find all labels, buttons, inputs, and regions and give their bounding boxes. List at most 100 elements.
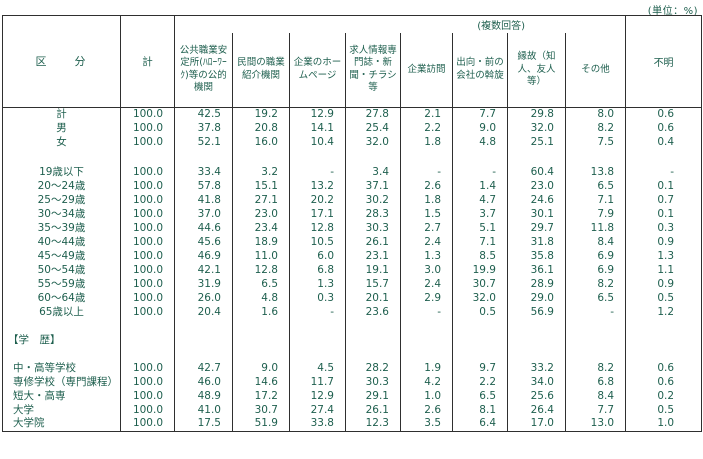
cell: 23.0 bbox=[507, 179, 566, 193]
cell: 12.8 bbox=[232, 263, 290, 277]
row-label: 短大・高専 bbox=[2, 389, 121, 403]
cell: 36.1 bbox=[507, 263, 566, 277]
col-header-unknown: 不明 bbox=[625, 15, 702, 108]
spacer-cell bbox=[564, 319, 626, 333]
col-header-secondment-referral: 出向・前の会社の斡旋 bbox=[452, 33, 508, 108]
cell: 29.1 bbox=[345, 389, 401, 403]
section-header-row: 【学 歴】 bbox=[2, 333, 702, 347]
cell: 0.6 bbox=[625, 121, 702, 135]
row-label: 大学 bbox=[2, 403, 121, 417]
cell: 4.8 bbox=[232, 291, 290, 305]
cell: 4.8 bbox=[452, 135, 508, 149]
cell: 1.3 bbox=[625, 249, 702, 263]
cell: 3.7 bbox=[452, 207, 508, 221]
empty-cell bbox=[232, 333, 290, 347]
spacer-cell bbox=[345, 347, 401, 361]
cell: 100.0 bbox=[120, 277, 175, 291]
col-header-personal-connections: 縁故（知人、友人等） bbox=[507, 33, 566, 108]
cell: 33.4 bbox=[174, 165, 233, 179]
spacer-cell bbox=[345, 319, 401, 333]
row-label: 40〜44歳 bbox=[2, 235, 121, 249]
cell: 1.0 bbox=[625, 417, 702, 431]
cell: 32.0 bbox=[345, 135, 401, 149]
cell: 20.8 bbox=[232, 121, 290, 135]
cell: 18.9 bbox=[232, 235, 290, 249]
cell: 11.7 bbox=[289, 375, 346, 389]
table-row: 女 100.0 52.1 16.0 10.4 32.0 1.8 4.8 25.1 7.5 0.4 bbox=[2, 135, 702, 149]
empty-cell bbox=[174, 333, 233, 347]
cell: - bbox=[400, 305, 453, 319]
cell: 28.3 bbox=[345, 207, 401, 221]
cell: 100.0 bbox=[120, 263, 175, 277]
cell: 8.5 bbox=[452, 249, 508, 263]
cell: 30.7 bbox=[452, 277, 508, 291]
spacer-cell bbox=[507, 347, 566, 361]
cell: 100.0 bbox=[120, 221, 175, 235]
cell: 7.7 bbox=[564, 403, 626, 417]
header-band-row: 区 分 計 (複数回答) 不明 bbox=[2, 15, 702, 108]
empty-cell bbox=[120, 333, 175, 347]
spacer-cell bbox=[2, 149, 121, 165]
cell: 35.8 bbox=[507, 249, 566, 263]
cell: 0.4 bbox=[625, 135, 702, 149]
cell: 37.0 bbox=[174, 207, 233, 221]
cell: 29.0 bbox=[507, 291, 566, 305]
row-label: 女 bbox=[2, 135, 121, 149]
cell: 1.6 bbox=[232, 305, 290, 319]
cell: - bbox=[289, 165, 346, 179]
cell: 0.5 bbox=[452, 305, 508, 319]
cell: 2.6 bbox=[400, 179, 453, 193]
spacer-cell bbox=[174, 319, 233, 333]
table-row: 計 100.0 42.5 19.2 12.9 27.8 2.1 7.7 29.8 8.0 0.6 bbox=[2, 107, 702, 121]
cell: 0.1 bbox=[625, 207, 702, 221]
cell: 31.9 bbox=[174, 277, 233, 291]
cell: 20.2 bbox=[289, 193, 346, 207]
cell: 0.7 bbox=[625, 193, 702, 207]
spacer-cell bbox=[625, 347, 702, 361]
cell: 6.8 bbox=[564, 375, 626, 389]
cell: 30.7 bbox=[232, 403, 290, 417]
cell: 12.9 bbox=[289, 107, 346, 121]
cell: 2.9 bbox=[400, 291, 453, 305]
table-body: 計 100.0 42.5 19.2 12.9 27.8 2.1 7.7 29.8 8.0 0.6 男 1… bbox=[2, 107, 702, 431]
cell: 26.0 bbox=[174, 291, 233, 305]
header-method-row: 公共職業安定所(ﾊﾛｰﾜｰｸ)等の公的機関 民間の職業紹介機関 企業のホームペー… bbox=[3, 33, 702, 108]
table-row: 25〜29歳 100.0 41.8 27.1 20.2 30.2 1.8 4.7 24.6 7.1… bbox=[2, 193, 702, 207]
cell: 8.1 bbox=[452, 403, 508, 417]
spacer-cell bbox=[400, 149, 453, 165]
row-label: 50〜54歳 bbox=[2, 263, 121, 277]
col-header-company-homepage: 企業のホームページ bbox=[289, 33, 346, 108]
cell: 57.8 bbox=[174, 179, 233, 193]
cell: 2.4 bbox=[400, 277, 453, 291]
cell: 17.2 bbox=[232, 389, 290, 403]
cell: 1.3 bbox=[400, 249, 453, 263]
spacer-cell bbox=[2, 319, 121, 333]
table-row: 19歳以下 100.0 33.4 3.2-3.4- -60.4 13.8- bbox=[2, 165, 702, 179]
cell: 46.0 bbox=[174, 375, 233, 389]
cell: 31.8 bbox=[507, 235, 566, 249]
cell: 37.1 bbox=[345, 179, 401, 193]
spacer-cell bbox=[289, 347, 346, 361]
cell: 1.8 bbox=[400, 193, 453, 207]
cell: 41.8 bbox=[174, 193, 233, 207]
spacer-cell bbox=[452, 347, 508, 361]
table-row: 専修学校（専門課程） 100.0 46.0 14.6 11.7 30.3 4.2 2.2 34.… bbox=[2, 375, 702, 389]
cell: 29.7 bbox=[507, 221, 566, 235]
cell: 7.5 bbox=[564, 135, 626, 149]
cell: 1.2 bbox=[625, 305, 702, 319]
cell: 12.3 bbox=[345, 417, 401, 431]
spacer-cell bbox=[400, 347, 453, 361]
col-header-job-info-magazines: 求人情報専門誌・新聞・チラシ等 bbox=[345, 33, 401, 108]
spacer-cell bbox=[400, 319, 453, 333]
cell: 6.5 bbox=[564, 291, 626, 305]
cell: 14.1 bbox=[289, 121, 346, 135]
cell: 11.8 bbox=[564, 221, 626, 235]
cell: 29.8 bbox=[507, 107, 566, 121]
empty-cell bbox=[564, 333, 626, 347]
cell: 0.5 bbox=[625, 403, 702, 417]
col-header-total: 計 bbox=[120, 15, 175, 108]
table-header: 区 分 計 (複数回答) 不明 公共職業安定所(ﾊﾛｰﾜｰｸ)等の公的機関 民間… bbox=[2, 15, 702, 108]
cell: 0.5 bbox=[625, 291, 702, 305]
cell: 45.6 bbox=[174, 235, 233, 249]
